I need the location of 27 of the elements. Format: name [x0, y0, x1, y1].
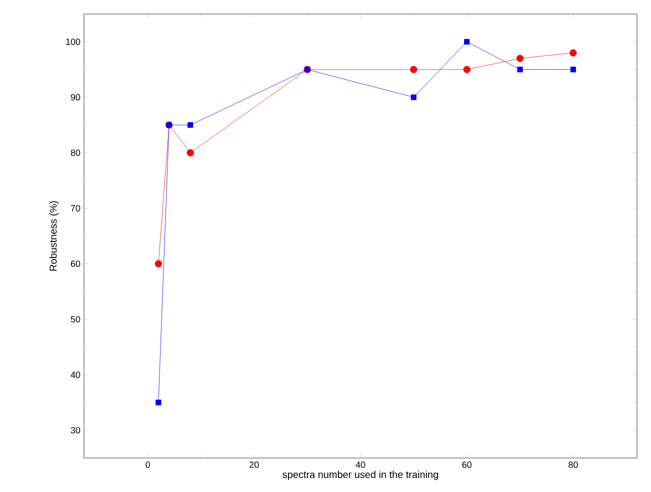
y-tick-label: 80	[70, 150, 80, 156]
point	[410, 94, 416, 100]
point	[156, 400, 162, 406]
x-axis-title: spectra number used in the training	[282, 470, 438, 480]
point	[570, 49, 577, 56]
x-tick-label: 60	[462, 462, 472, 468]
point	[186, 149, 194, 156]
y-tick-label: 60	[70, 260, 80, 267]
point	[463, 66, 470, 74]
point	[517, 66, 523, 72]
y-axis-title: Robustness (%)	[49, 201, 59, 271]
x-tick-label: 80	[568, 462, 578, 468]
y-tick-label: 90	[70, 94, 80, 100]
y-tick-label: 70	[70, 205, 80, 212]
x-tick-label: 0	[146, 462, 150, 468]
y-tick-label: 100	[66, 38, 80, 45]
point	[570, 66, 576, 72]
y-tick-label: 40	[70, 372, 80, 378]
point	[154, 260, 162, 268]
point	[410, 66, 418, 74]
y-tick-label: 50	[70, 316, 80, 322]
x-tick-label: 40	[356, 462, 366, 468]
point	[516, 54, 524, 62]
x-tick-label: 20	[250, 462, 259, 468]
point	[464, 38, 470, 45]
y-tick-label: 30	[70, 427, 80, 434]
point	[188, 122, 194, 128]
